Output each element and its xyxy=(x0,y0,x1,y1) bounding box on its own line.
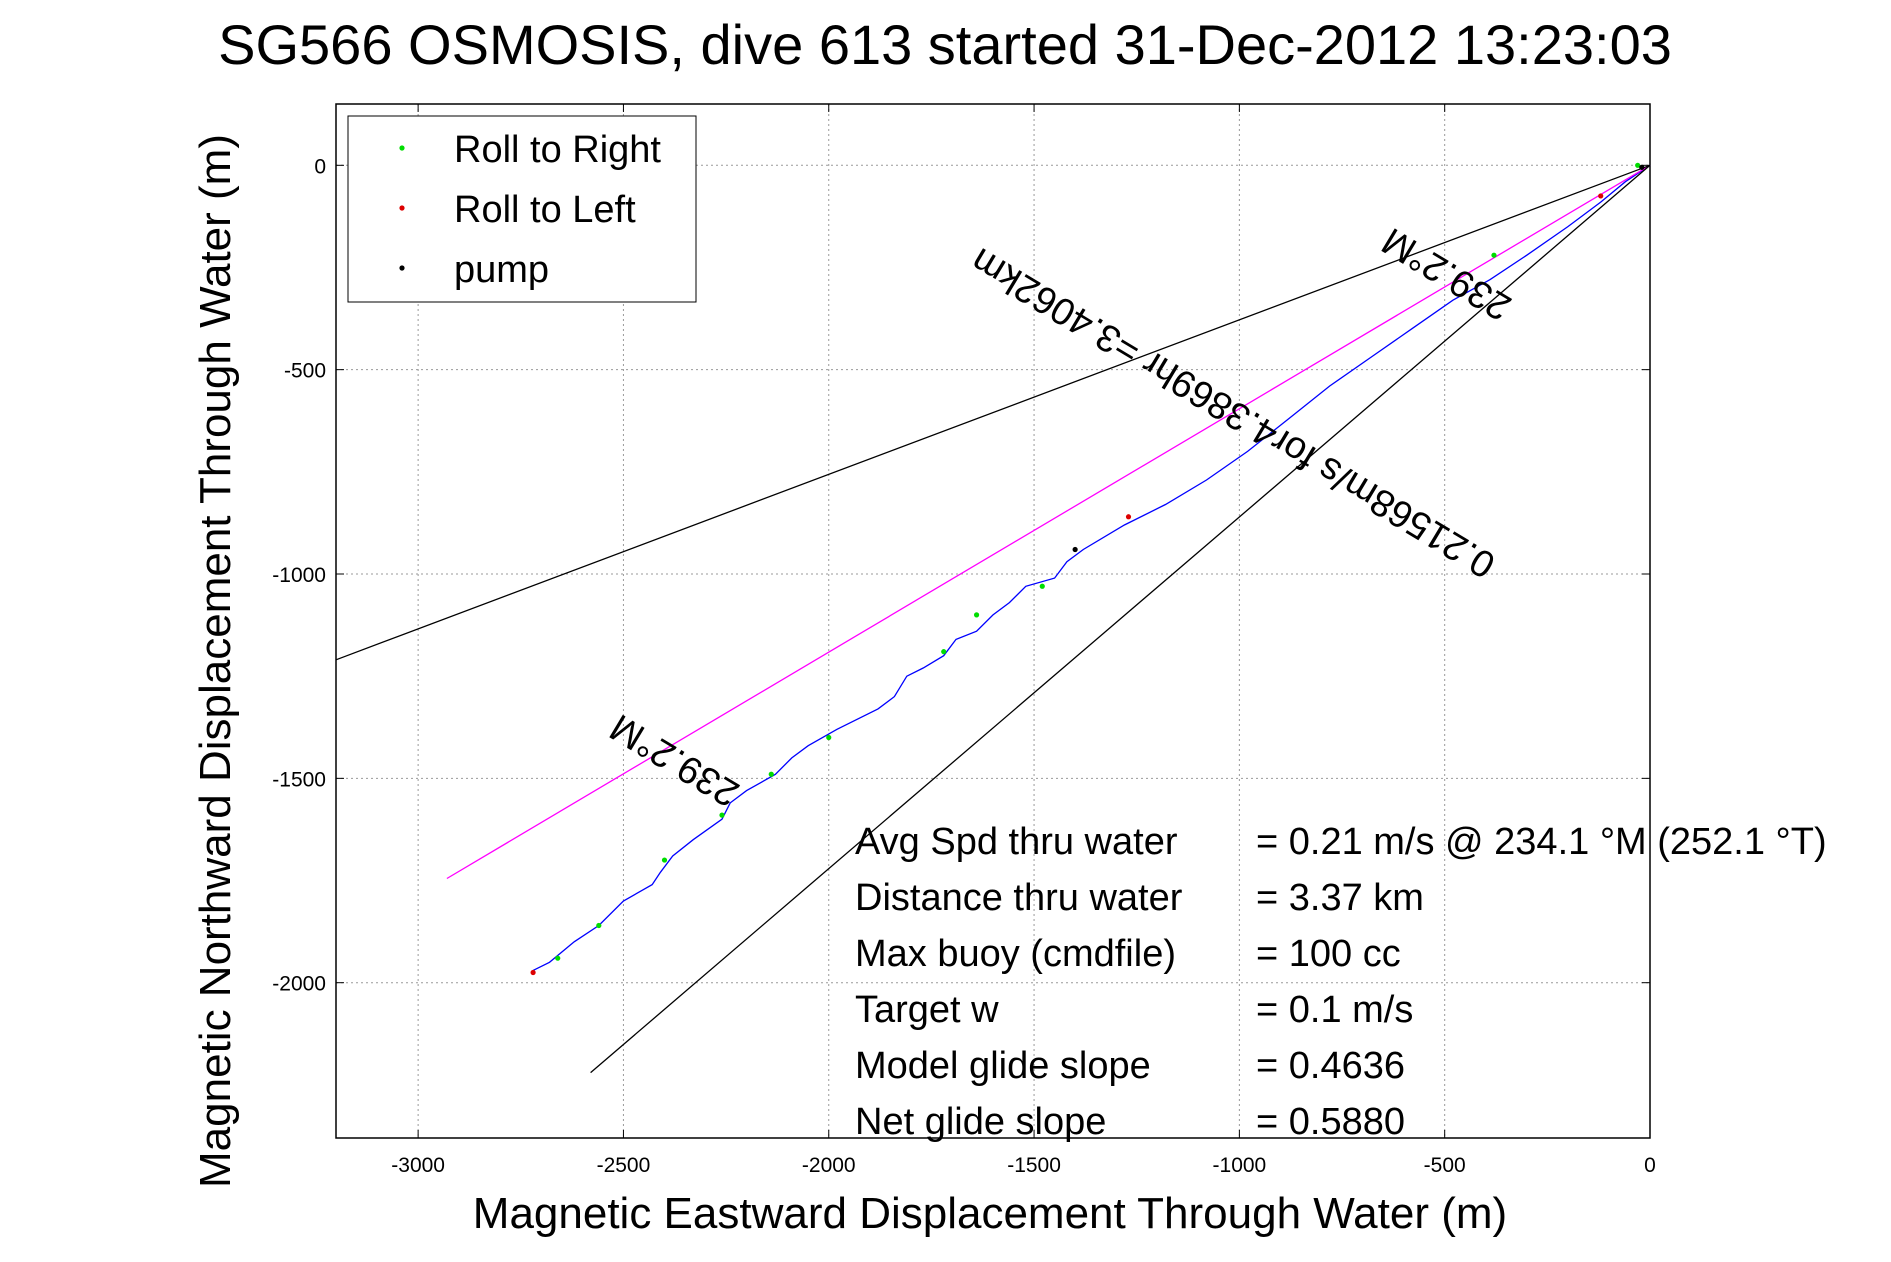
roll-right-point xyxy=(826,734,832,741)
points-layer xyxy=(530,162,1645,976)
legend-box xyxy=(347,115,697,303)
roll-right-point xyxy=(973,612,980,618)
stat-label-1: Distance thru water xyxy=(855,877,1183,919)
y-axis-label: Magnetic Northward Displacement Through … xyxy=(191,134,240,1188)
roll-left-point xyxy=(1598,193,1604,199)
y-tick-label: -500 xyxy=(284,360,326,383)
legend-label-1: Roll to Left xyxy=(454,189,636,231)
legend-marker-1 xyxy=(399,205,405,211)
roll-right-point xyxy=(596,922,602,929)
stats-block: Avg Spd thru water = 0.21 m/s @ 234.1 °M … xyxy=(855,821,1827,1143)
roll-left-point xyxy=(1125,514,1132,520)
grid xyxy=(336,104,1651,1138)
legend-marker-2 xyxy=(399,265,405,271)
roll-right-point xyxy=(1039,583,1045,589)
roll-right-point xyxy=(719,812,725,818)
stat-label-4: Model glide slope xyxy=(855,1045,1151,1087)
stat-value-3: = 0.1 m/s xyxy=(1256,989,1413,1031)
x-axis-label: Magnetic Eastward Displacement Through W… xyxy=(473,1189,1507,1238)
series-layer xyxy=(335,164,1651,1074)
series-line-1 xyxy=(446,164,1651,880)
series-line-3 xyxy=(590,164,1651,1074)
legend: Roll to Right Roll to Left pump xyxy=(347,115,697,303)
stat-label-2: Max buoy (cmdfile) xyxy=(855,933,1176,975)
stat-value-2: = 100 cc xyxy=(1256,933,1401,975)
roll-left-point xyxy=(530,969,536,976)
roll-right-point xyxy=(1635,162,1641,168)
x-tick-label: -2500 xyxy=(597,1154,651,1177)
legend-label-2: pump xyxy=(454,249,549,291)
y-tick-label: 0 xyxy=(314,155,326,178)
plot-area xyxy=(335,103,1651,1139)
stat-value-0: = 0.21 m/s @ 234.1 °M (252.1 °T) xyxy=(1256,821,1827,863)
axis-ticks: -3000 -2500 -2000 -1500 -1000 -500 0 0 -500 -1000… xyxy=(272,104,1656,1177)
x-tick-label: -1000 xyxy=(1213,1154,1267,1177)
series-line-2 xyxy=(335,164,1651,661)
roll-right-point xyxy=(661,857,668,863)
x-tick-label: -1500 xyxy=(1007,1154,1061,1177)
pump-point xyxy=(1072,546,1078,553)
x-tick-label: -3000 xyxy=(391,1154,445,1177)
series-line-0 xyxy=(532,164,1651,971)
x-tick-label: -2000 xyxy=(802,1154,856,1177)
y-tick-label: -2000 xyxy=(272,973,326,996)
roll-right-point xyxy=(555,955,561,961)
legend-marker-0 xyxy=(399,145,405,151)
roll-right-point xyxy=(941,649,947,655)
legend-label-0: Roll to Right xyxy=(454,129,661,171)
x-tick-label: 0 xyxy=(1644,1154,1656,1177)
x-tick-label: -500 xyxy=(1424,1154,1466,1177)
pump-point xyxy=(1639,164,1645,170)
chart-title: SG566 OSMOSIS, dive 613 started 31-Dec-2… xyxy=(218,13,1672,76)
stat-value-4: = 0.4636 xyxy=(1256,1045,1405,1087)
stat-value-5: = 0.5880 xyxy=(1256,1101,1405,1143)
stat-label-3: Target w xyxy=(855,989,999,1031)
stat-label-0: Avg Spd thru water xyxy=(855,821,1178,863)
roll-right-point xyxy=(1491,252,1497,258)
y-tick-label: -1500 xyxy=(272,768,326,791)
stat-value-1: = 3.37 km xyxy=(1256,877,1424,919)
y-tick-label: -1000 xyxy=(272,564,326,587)
stat-label-5: Net glide slope xyxy=(855,1101,1106,1143)
roll-right-point xyxy=(768,771,774,777)
